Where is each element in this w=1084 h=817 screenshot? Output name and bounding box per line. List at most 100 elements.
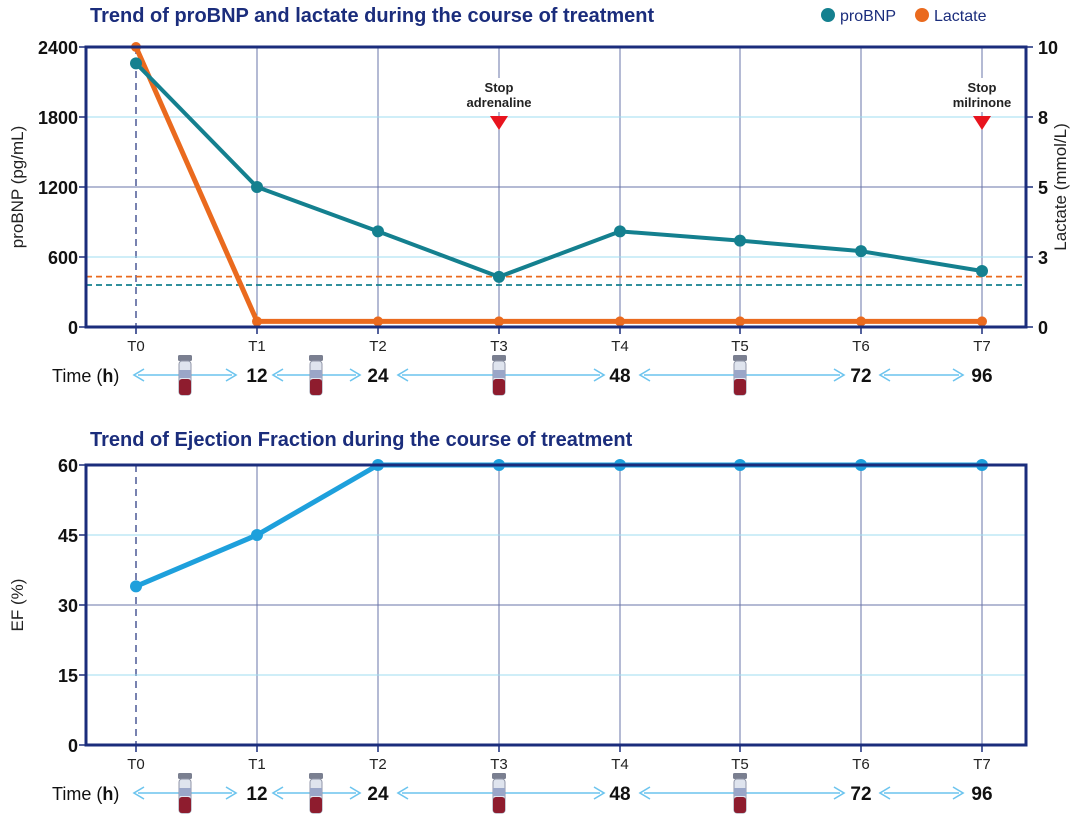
chart2-xtick-label: T6	[852, 756, 870, 773]
chart1-lactate-point	[252, 316, 262, 327]
chart2-xtick-label: T3	[490, 756, 508, 773]
annotation-line2: adrenaline	[466, 95, 531, 110]
chart1-xtick-label: T4	[611, 338, 629, 355]
chart2-ef-line	[135, 462, 982, 589]
chart2-gridlines	[79, 464, 1026, 752]
chart1-lactate-point	[373, 316, 383, 327]
chart1-ytick-label-right: 0	[1038, 318, 1048, 338]
chart1-probnp-point	[976, 265, 988, 277]
chart1-xtick-label: T7	[973, 338, 991, 355]
chart2-frame	[84, 463, 1028, 747]
chart1-ylabel-left: proBNP (pg/mL)	[8, 126, 27, 249]
legend-lactate-label: Lactate	[934, 8, 987, 25]
chart1-series	[130, 42, 988, 327]
legend-probnp-label: proBNP	[840, 8, 896, 25]
stop-marker-icon	[490, 116, 508, 130]
chart1-lactate-point	[615, 316, 625, 327]
annotation-line1: Stop	[485, 80, 514, 95]
chart1-time-label: Time (h)	[52, 366, 119, 386]
chart2-hour-label: 96	[971, 784, 992, 805]
chart1-double-arrow-icon	[878, 368, 965, 382]
chart1-gridlines	[79, 46, 1033, 334]
chart1-reference-lines	[86, 275, 1026, 286]
chart1-xtick-label: T3	[490, 338, 508, 355]
chart1-probnp-point	[855, 245, 867, 258]
chart1-ytick-label: 1800	[38, 108, 78, 128]
chart1-xtick-label: T1	[248, 338, 266, 355]
chart1-xtick-label: T2	[369, 338, 387, 355]
chart2-hour-label: 24	[367, 784, 389, 805]
chart1-blood-tube-icon	[492, 355, 506, 396]
chart2-double-arrow-icon	[878, 786, 965, 800]
chart1-probnp-point	[251, 181, 263, 193]
chart1-lactate-point	[735, 316, 745, 327]
chart2-ytick-label: 15	[58, 666, 78, 686]
chart2-hour-label: 48	[609, 784, 630, 805]
chart1-hour-label: 24	[367, 366, 389, 387]
chart2-xtick-label: T4	[611, 756, 629, 773]
chart1-ytick-label: 600	[48, 248, 78, 268]
chart1-ytick-label: 1200	[38, 178, 78, 198]
chart1-probnp-point	[614, 225, 626, 238]
chart2-ytick-label: 60	[58, 456, 78, 476]
chart1-blood-tube-icon	[733, 355, 747, 396]
chart1-xtick-label: T0	[127, 338, 145, 355]
legend-probnp-marker	[821, 8, 835, 22]
chart2-blood-tube-icon	[309, 773, 323, 814]
chart2-ytick-label: 30	[58, 596, 78, 616]
chart2-blood-tube-icon	[733, 773, 747, 814]
chart1-ytick-label-right: 8	[1038, 108, 1048, 128]
legend-lactate-marker	[915, 8, 929, 22]
chart2-title: Trend of Ejection Fraction during the co…	[90, 429, 633, 451]
chart1-xtick-label: T5	[731, 338, 749, 355]
chart1-probnp-point	[734, 234, 746, 247]
chart2-ytick-label: 45	[58, 526, 78, 546]
chart1-probnp-point	[130, 57, 142, 70]
chart1-frame	[84, 45, 1028, 329]
chart1-ytick-label-right: 3	[1038, 248, 1048, 268]
chart1-ylabel-right: Lactate (mmol/L)	[1051, 123, 1070, 251]
chart1-hour-label: 96	[971, 366, 992, 387]
chart1-lactate-point	[856, 316, 866, 327]
chart1-hour-label: 72	[850, 366, 871, 387]
chart1-lactate-line	[133, 45, 982, 324]
chart1-ytick-label-right: 10	[1038, 38, 1058, 58]
chart2-ef-point	[130, 580, 142, 593]
chart2-axis-labels: T0 T1 T2 T3 T4 T5 T6 T7 0 15 30 45 60	[58, 456, 991, 773]
chart2-xtick-label: T0	[127, 756, 145, 773]
chart2-xtick-label: T2	[369, 756, 387, 773]
chart1-lactate-point	[977, 316, 987, 327]
chart1-blood-tube-icon	[178, 355, 192, 396]
chart1-probnp-point	[372, 225, 384, 238]
chart2-xtick-label: T1	[248, 756, 266, 773]
chart1-hour-label: 48	[609, 366, 630, 387]
chart1-hour-label: 12	[246, 366, 267, 387]
chart1-ytick-label: 0	[68, 318, 78, 338]
chart1-xtick-label: T6	[852, 338, 870, 355]
chart2-series	[130, 459, 988, 593]
chart1-axis-labels: T0 T1 T2 T3 T4 T5 T6 T7 0 600 1200 1800 2400 0 3 5 8 10	[38, 38, 1058, 355]
chart1-blood-tube-icon	[309, 355, 323, 396]
chart2-hour-label: 12	[246, 784, 267, 805]
chart2-blood-tube-icon	[492, 773, 506, 814]
chart1-lactate-point	[494, 316, 504, 327]
chart2-ef-point	[251, 529, 263, 541]
annotation-line1: Stop	[968, 80, 997, 95]
chart2-xtick-label: T5	[731, 756, 749, 773]
chart2-ytick-label: 0	[68, 736, 78, 756]
chart2-timeline: Time (h) 12 24 48 72 96	[52, 773, 993, 814]
chart1-ytick-label: 2400	[38, 38, 78, 58]
chart2-xtick-label: T7	[973, 756, 991, 773]
chart1-probnp-line	[134, 61, 983, 279]
chart1-probnp-point	[493, 270, 505, 283]
chart1-timeline: Time (h) 12 24 48 72 96	[52, 355, 993, 396]
chart1-ytick-label-right: 5	[1038, 178, 1048, 198]
chart1-title: Trend of proBNP and lactate during the c…	[90, 5, 654, 27]
annotation-bg	[948, 78, 1016, 112]
chart2-hour-label: 72	[850, 784, 871, 805]
chart2-ylabel: EF (%)	[8, 579, 27, 632]
annotation-bg	[465, 78, 533, 112]
chart2-blood-tube-icon	[178, 773, 192, 814]
